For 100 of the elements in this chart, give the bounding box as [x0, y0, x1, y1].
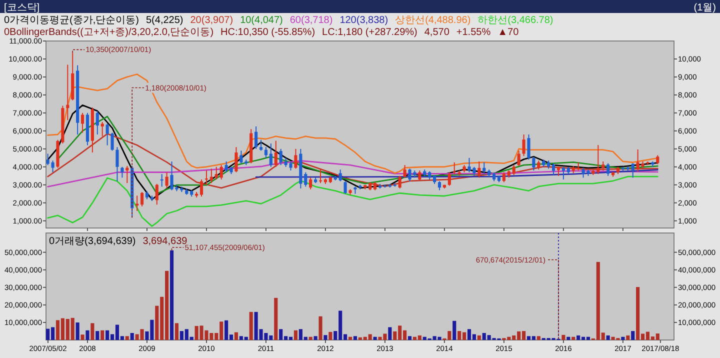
candlestick: [502, 172, 506, 183]
candlestick: [596, 144, 600, 175]
candlestick: [66, 64, 70, 121]
bar: [318, 316, 322, 340]
bar: [86, 330, 90, 340]
bar: [76, 322, 80, 340]
candlestick: [304, 172, 308, 188]
text: 120(3,838): [340, 15, 388, 26]
bar: [566, 336, 570, 340]
candlestick: [452, 162, 456, 175]
candlestick: [110, 132, 114, 152]
bar: [125, 336, 129, 340]
candlestick: [403, 164, 406, 178]
candlestick: [234, 146, 238, 173]
candlestick: [269, 142, 272, 168]
candlestick: [254, 126, 258, 150]
candlestick: [318, 169, 322, 184]
bar: [621, 336, 625, 340]
bar: [562, 334, 566, 340]
bar: [80, 334, 84, 340]
text: 4,570: [424, 27, 450, 38]
text: ▲70: [498, 27, 520, 38]
text: 5(4,225): [146, 15, 184, 26]
text: 10(4,047): [240, 15, 283, 26]
candlestick: [240, 150, 243, 164]
bar: [100, 330, 104, 340]
candlestick: [562, 166, 565, 180]
text: 20(3,907): [190, 15, 234, 26]
candlestick: [279, 148, 282, 166]
bar: [328, 332, 332, 340]
candlestick: [220, 164, 223, 180]
candlestick: [126, 165, 129, 184]
candlestick: [448, 172, 451, 186]
candlestick: [606, 162, 610, 176]
text: 0BollingerBands((고+저+종)/3,20,2.0,단순이동): [4, 27, 214, 38]
bar: [274, 298, 278, 340]
candlestick: [210, 168, 213, 184]
candlestick: [136, 195, 139, 212]
bar: [408, 336, 412, 340]
text: 상한선(4,488.96): [395, 15, 471, 26]
bar: [90, 323, 94, 340]
candlestick: [274, 140, 278, 168]
line-series: [255, 169, 658, 178]
bar: [631, 331, 635, 340]
bar: [452, 320, 456, 340]
bar: [249, 312, 253, 340]
candlestick: [309, 177, 312, 190]
bar: [572, 336, 576, 340]
line-series: [47, 104, 658, 200]
bar: [170, 250, 174, 340]
candlestick: [338, 169, 342, 182]
bar: [348, 336, 352, 340]
candlestick: [344, 180, 347, 194]
candlestick: [532, 156, 536, 171]
candlestick: [214, 166, 218, 180]
legend-title: 0가격이동평균(종가,단순이동): [4, 15, 139, 26]
bar: [174, 323, 179, 340]
candlestick: [155, 183, 158, 206]
candlestick: [517, 150, 520, 166]
bar: [96, 331, 100, 340]
candlestick: [527, 134, 530, 160]
text: +1.55%: [456, 27, 491, 38]
candlestick: [100, 121, 104, 137]
bar: [477, 335, 481, 340]
bar: [234, 332, 238, 340]
candlestick: [204, 170, 208, 186]
bar: [314, 336, 318, 340]
text: LC:1,180 (+287.29%): [322, 27, 418, 38]
bar: [373, 336, 377, 340]
candlestick: [512, 164, 516, 176]
candlestick: [160, 174, 164, 188]
candlestick: [200, 178, 204, 198]
candlestick: [120, 166, 124, 178]
candlestick: [478, 160, 481, 178]
candlestick: [116, 146, 119, 182]
candlestick: [418, 170, 422, 181]
bar: [606, 335, 610, 340]
bar: [388, 327, 392, 340]
line-series: [47, 176, 658, 227]
candlestick: [264, 146, 268, 158]
bar: [324, 335, 328, 340]
text: HC:10,350 (-55.85%): [220, 27, 316, 38]
line-series: [47, 74, 658, 174]
candlestick: [165, 172, 168, 189]
bar: [353, 336, 357, 340]
chart-title: 0거래량(3,694,639): [49, 236, 136, 247]
bar: [626, 335, 630, 340]
candlestick: [294, 148, 298, 170]
bar: [308, 336, 312, 340]
text: (1월): [694, 2, 716, 14]
candlestick: [106, 123, 109, 146]
bar: [130, 332, 134, 340]
text: 60(3,718): [290, 15, 333, 26]
candlestick: [140, 192, 144, 207]
candlestick: [631, 162, 634, 178]
bar: [294, 330, 298, 340]
chart-title: [코스닥]: [4, 2, 40, 14]
candlestick: [96, 110, 99, 135]
candlestick: [552, 162, 556, 176]
candlestick: [482, 162, 486, 175]
